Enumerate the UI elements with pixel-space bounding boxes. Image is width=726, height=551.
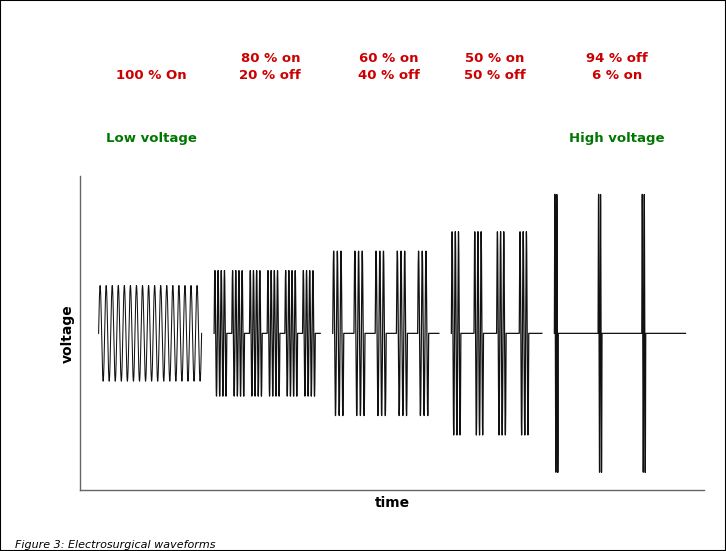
Text: 60 % on
40 % off: 60 % on 40 % off — [358, 52, 420, 82]
Text: Low voltage: Low voltage — [106, 132, 197, 145]
Text: 94 % off
6 % on: 94 % off 6 % on — [586, 52, 648, 82]
X-axis label: time: time — [375, 496, 409, 510]
Y-axis label: voltage: voltage — [60, 304, 74, 363]
Text: 100 % On: 100 % On — [116, 69, 187, 82]
Text: Figure 3: Electrosurgical waveforms: Figure 3: Electrosurgical waveforms — [15, 540, 215, 550]
Text: 80 % on
20 % off: 80 % on 20 % off — [240, 52, 301, 82]
Text: 50 % on
50 % off: 50 % on 50 % off — [464, 52, 526, 82]
Text: High voltage: High voltage — [569, 132, 664, 145]
